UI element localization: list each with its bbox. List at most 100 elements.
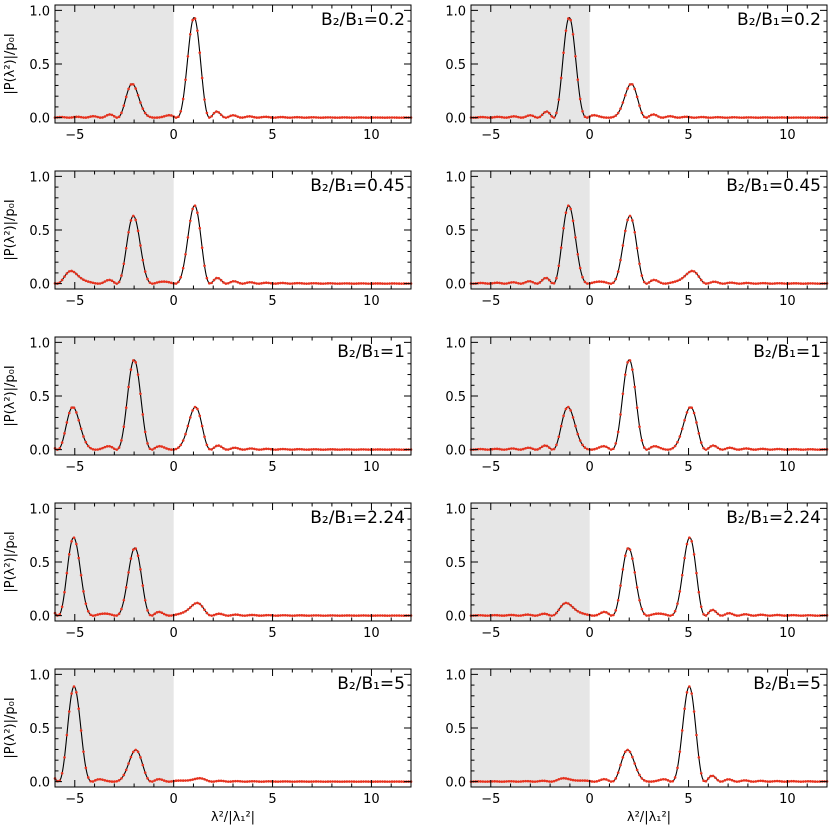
data-point bbox=[633, 571, 637, 574]
data-point bbox=[291, 614, 294, 617]
data-point bbox=[134, 87, 137, 90]
data-point bbox=[585, 116, 589, 119]
data-point bbox=[238, 116, 242, 119]
data-point bbox=[502, 116, 506, 119]
data-point bbox=[321, 448, 325, 451]
data-point bbox=[276, 614, 280, 617]
data-point bbox=[633, 762, 637, 765]
data-point bbox=[388, 614, 391, 617]
data-point bbox=[336, 116, 339, 119]
data-point bbox=[305, 116, 308, 119]
data-point bbox=[761, 613, 765, 617]
data-point bbox=[626, 748, 629, 752]
data-point bbox=[585, 613, 589, 616]
data-point bbox=[165, 280, 168, 284]
data-point bbox=[536, 116, 539, 119]
data-point bbox=[333, 116, 337, 119]
data-point bbox=[650, 279, 653, 283]
data-point bbox=[267, 115, 270, 119]
data-point bbox=[593, 280, 596, 284]
data-point bbox=[124, 246, 128, 250]
x-tick-label: 5 bbox=[268, 128, 276, 143]
data-point bbox=[735, 116, 739, 119]
data-point bbox=[543, 276, 546, 280]
data-point bbox=[726, 281, 729, 285]
data-point bbox=[336, 780, 339, 783]
data-point bbox=[531, 614, 535, 617]
data-point bbox=[614, 277, 618, 281]
data-point bbox=[269, 116, 273, 119]
data-point bbox=[400, 614, 403, 617]
data-point bbox=[374, 116, 377, 119]
data-point bbox=[619, 258, 622, 262]
data-point bbox=[695, 116, 698, 119]
data-point bbox=[96, 613, 100, 616]
data-point bbox=[695, 733, 698, 737]
data-point bbox=[357, 282, 361, 285]
data-point bbox=[127, 762, 130, 765]
data-point bbox=[257, 116, 261, 119]
data-point bbox=[745, 116, 748, 119]
data-point bbox=[91, 614, 95, 617]
data-point bbox=[191, 207, 194, 211]
data-point bbox=[524, 613, 527, 617]
y-tick-label: 0.0 bbox=[29, 444, 50, 459]
data-point bbox=[571, 416, 575, 419]
data-point bbox=[628, 548, 632, 551]
data-point bbox=[359, 780, 363, 783]
data-point bbox=[510, 447, 513, 450]
chart-panel-right-1: −5 0 5 100.00.51.0 B₂/B₁=0.2 bbox=[445, 4, 829, 143]
data-point bbox=[543, 444, 546, 447]
data-point bbox=[640, 439, 644, 442]
data-point bbox=[253, 613, 256, 617]
data-point bbox=[733, 779, 736, 783]
data-point bbox=[695, 571, 698, 575]
data-point bbox=[567, 405, 570, 409]
data-point bbox=[77, 418, 81, 422]
data-point bbox=[243, 448, 247, 451]
data-point bbox=[75, 691, 78, 694]
data-point bbox=[302, 614, 306, 617]
data-point bbox=[529, 780, 532, 783]
data-point bbox=[65, 733, 69, 737]
data-point bbox=[355, 780, 358, 783]
data-point bbox=[479, 613, 482, 617]
data-point bbox=[633, 87, 637, 91]
data-point bbox=[616, 430, 620, 434]
ratio-label: B₂/B₁=1 bbox=[337, 342, 405, 362]
data-point bbox=[151, 448, 154, 451]
data-point bbox=[160, 115, 164, 119]
data-point bbox=[241, 116, 244, 119]
data-point bbox=[77, 707, 81, 711]
data-point bbox=[792, 779, 796, 783]
data-point bbox=[219, 779, 223, 783]
data-point bbox=[89, 613, 92, 617]
data-point bbox=[778, 613, 781, 617]
data-point bbox=[188, 778, 192, 782]
data-point bbox=[752, 116, 755, 119]
data-point bbox=[362, 448, 365, 451]
data-point bbox=[390, 282, 394, 285]
data-point bbox=[669, 447, 672, 451]
y-tick-label: 0.0 bbox=[445, 444, 466, 459]
data-point bbox=[200, 76, 204, 80]
data-point bbox=[215, 444, 218, 448]
data-point bbox=[82, 750, 85, 753]
data-point bbox=[203, 435, 206, 439]
data-point bbox=[167, 614, 171, 617]
data-point bbox=[151, 614, 154, 617]
data-point bbox=[331, 116, 334, 119]
data-point bbox=[690, 116, 694, 119]
data-point bbox=[364, 116, 368, 119]
data-point bbox=[222, 779, 225, 783]
data-point bbox=[89, 779, 92, 783]
data-point bbox=[529, 446, 532, 450]
data-point bbox=[122, 598, 126, 602]
data-point bbox=[536, 614, 539, 617]
data-point bbox=[376, 614, 380, 617]
data-point bbox=[279, 614, 282, 617]
data-point bbox=[697, 115, 701, 119]
data-point bbox=[101, 446, 104, 450]
x-tick-label: 0 bbox=[170, 792, 178, 807]
data-point bbox=[593, 113, 596, 117]
